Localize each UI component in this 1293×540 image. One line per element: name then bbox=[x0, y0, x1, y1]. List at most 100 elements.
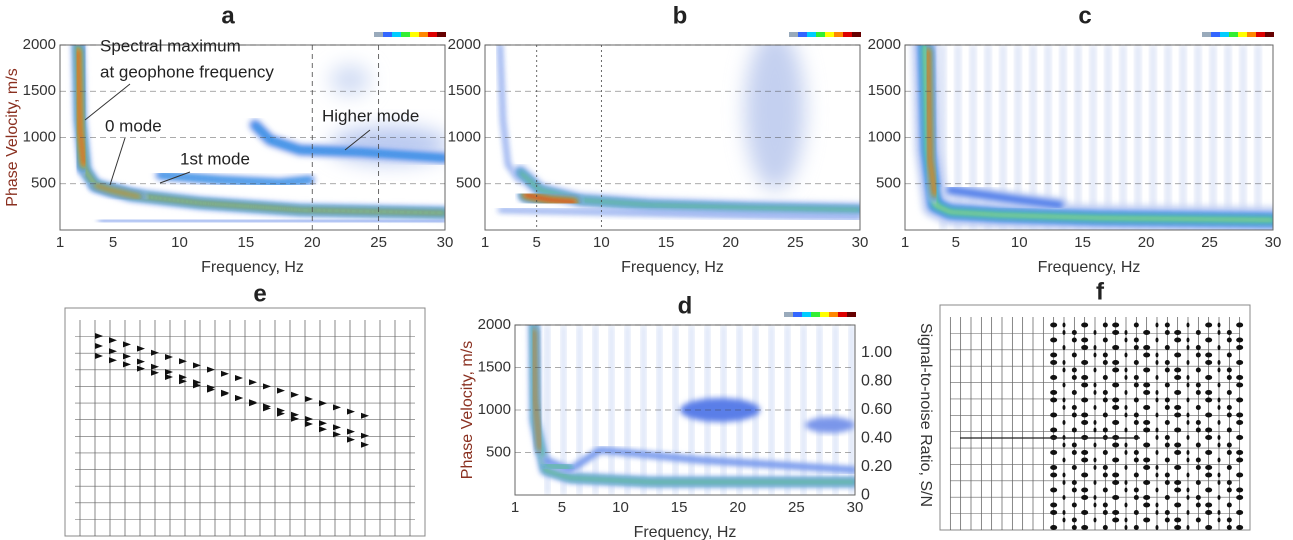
wavelet bbox=[1186, 397, 1190, 403]
wavelet bbox=[1124, 517, 1128, 523]
wavelet bbox=[1205, 435, 1213, 440]
wavelet bbox=[1062, 405, 1066, 410]
x-tick-label: 30 bbox=[852, 234, 869, 251]
wavelet bbox=[1236, 435, 1244, 440]
wavelet bbox=[1081, 472, 1089, 478]
y-tick-label: 500 bbox=[456, 175, 481, 192]
wavelet bbox=[1102, 525, 1108, 530]
wavelet bbox=[1155, 427, 1159, 433]
wavelet bbox=[1102, 510, 1108, 515]
colorbar bbox=[419, 32, 428, 37]
wavelet bbox=[1205, 390, 1213, 395]
wavelet bbox=[1174, 375, 1182, 380]
wavelet bbox=[1050, 510, 1058, 515]
y-tick-label: 500 bbox=[486, 443, 511, 460]
wavelet bbox=[1226, 330, 1232, 335]
wavelet bbox=[1205, 322, 1213, 328]
wavelet bbox=[1093, 480, 1097, 485]
wavelet bbox=[1081, 487, 1089, 493]
wavelet bbox=[1071, 517, 1077, 523]
wavelet bbox=[1062, 345, 1066, 350]
wavelet bbox=[1155, 375, 1159, 380]
wavelet bbox=[1186, 420, 1190, 425]
wavelet bbox=[347, 436, 355, 443]
colorbar bbox=[793, 312, 802, 317]
wavelet bbox=[1164, 420, 1170, 425]
wavelet bbox=[1143, 502, 1151, 508]
haze bbox=[745, 45, 805, 190]
wavelet bbox=[1071, 337, 1077, 343]
wavelet bbox=[1217, 397, 1221, 403]
y-tick-label: 500 bbox=[31, 175, 56, 192]
wavelet bbox=[1186, 495, 1190, 500]
wavelet bbox=[1236, 345, 1244, 350]
wavelet bbox=[1217, 382, 1221, 388]
wavelet bbox=[1081, 495, 1089, 500]
wavelet bbox=[1195, 480, 1201, 485]
heat-band bbox=[946, 186, 1064, 209]
wavelet bbox=[1186, 510, 1190, 515]
wavelet bbox=[1174, 412, 1182, 418]
wavelet bbox=[1186, 382, 1190, 388]
y-tick-label: 2000 bbox=[448, 36, 481, 53]
pointer bbox=[84, 83, 131, 121]
wavelet bbox=[1062, 480, 1066, 485]
wavelet bbox=[1236, 450, 1244, 455]
colorbar bbox=[820, 312, 829, 317]
wavelet bbox=[1236, 472, 1244, 478]
wavelet bbox=[1195, 457, 1201, 463]
wavelet bbox=[1093, 330, 1097, 335]
wavelet bbox=[1226, 375, 1232, 380]
colorbar bbox=[401, 32, 410, 37]
wavelet bbox=[1050, 322, 1058, 328]
wavelet bbox=[1124, 337, 1128, 343]
wavelet bbox=[1050, 525, 1058, 530]
x-axis-label: Frequency, Hz bbox=[621, 259, 724, 276]
wavelet bbox=[1174, 352, 1182, 358]
wavelet bbox=[1112, 495, 1120, 500]
wavelet bbox=[1155, 510, 1159, 515]
x-tick-label: 20 bbox=[304, 234, 321, 251]
wavelet bbox=[1164, 360, 1170, 365]
wavelet bbox=[1155, 450, 1159, 455]
wavelet bbox=[95, 333, 103, 339]
wavelet bbox=[1102, 360, 1108, 365]
wavelet bbox=[109, 357, 117, 364]
streak bbox=[1120, 45, 1126, 230]
colorbar bbox=[825, 32, 834, 37]
wavelet bbox=[1226, 337, 1232, 343]
wavelet bbox=[179, 358, 187, 365]
colorbar bbox=[1238, 32, 1247, 37]
wavelet bbox=[361, 412, 369, 419]
wavelet bbox=[1112, 360, 1120, 365]
wavelet bbox=[1143, 382, 1151, 388]
wavelet bbox=[1062, 382, 1066, 388]
x-axis-label: Frequency, Hz bbox=[201, 259, 304, 276]
wavelet bbox=[1195, 405, 1201, 410]
wavelet bbox=[1186, 435, 1190, 440]
wavelet bbox=[1217, 367, 1221, 373]
wavelet bbox=[95, 343, 103, 349]
heat-band bbox=[926, 48, 937, 197]
colorbar bbox=[789, 32, 798, 37]
wavelet bbox=[1205, 465, 1213, 470]
wavelet bbox=[1236, 487, 1244, 493]
colorbar bbox=[834, 32, 843, 37]
wavelet bbox=[1062, 510, 1066, 515]
wavelet bbox=[1186, 345, 1190, 350]
y-tick-label: 2000 bbox=[23, 36, 56, 53]
y-axis-label: Phase Velocity, m/s bbox=[459, 341, 476, 479]
wavelet bbox=[1143, 352, 1151, 358]
wavelet bbox=[1195, 367, 1201, 373]
colorbar bbox=[852, 32, 861, 37]
y-tick-label: 1000 bbox=[478, 401, 511, 418]
wavelet bbox=[1143, 442, 1151, 448]
annotation: 0 mode bbox=[105, 116, 162, 135]
wavelet bbox=[1195, 502, 1201, 508]
wavelet bbox=[1102, 487, 1108, 493]
streak bbox=[1060, 45, 1066, 230]
wavelet bbox=[1112, 517, 1120, 523]
wavelet bbox=[1112, 330, 1120, 335]
wavelet bbox=[1226, 517, 1232, 523]
